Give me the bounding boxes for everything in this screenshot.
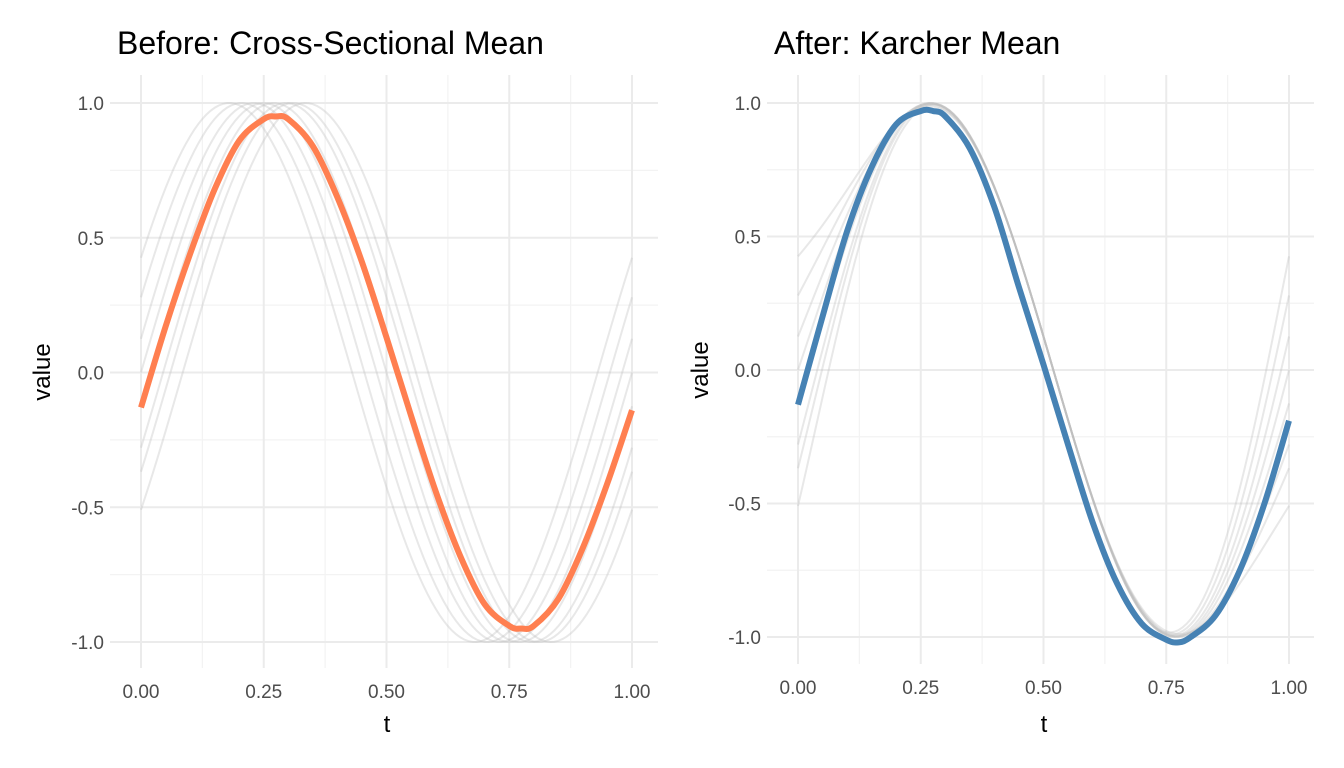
y-tick-label: 0.0	[78, 364, 104, 385]
x-tick-label: 0.00	[780, 678, 817, 699]
tick-labels-before: 0.00 0.25 0.50 0.75 1.00 1.0 0.5 0.0 -0.5 -1.0	[71, 94, 650, 703]
y-tick-label: 0.5	[735, 228, 761, 249]
y-tick-label: 0.0	[735, 361, 761, 382]
mean-curve-before	[138, 112, 635, 633]
panel-before: Before: Cross-Sectional Mean value t 0.0…	[29, 25, 658, 738]
x-tick-label: 0.25	[902, 678, 939, 699]
panel-after: After: Karcher Mean value t 0.00 0.25 0.50…	[687, 25, 1314, 738]
x-tick-label: 0.25	[245, 682, 282, 703]
x-tick-label: 0.00	[123, 682, 160, 703]
y-tick-label: 0.5	[78, 229, 104, 250]
x-axis-title-after: t	[1041, 711, 1048, 738]
background-curve	[797, 102, 1290, 638]
background-curve	[140, 102, 633, 643]
background-curve	[140, 102, 633, 643]
x-tick-label: 0.50	[1025, 678, 1062, 699]
mean-curve-after	[795, 106, 1292, 646]
x-tick-label: 1.00	[1271, 678, 1308, 699]
panel-title-before: Before: Cross-Sectional Mean	[117, 25, 544, 61]
x-tick-label: 0.50	[368, 682, 405, 703]
background-curve	[140, 102, 633, 643]
y-tick-label: -1.0	[728, 628, 761, 649]
x-tick-label: 0.75	[1148, 678, 1185, 699]
y-tick-label: 1.0	[78, 94, 104, 115]
x-tick-label: 0.75	[491, 682, 528, 703]
background-curve	[797, 102, 1290, 638]
background-curve	[140, 102, 633, 643]
y-axis-title-before: value	[29, 343, 56, 400]
x-tick-label: 1.00	[614, 682, 651, 703]
y-axis-title-after: value	[687, 341, 714, 398]
grid-before	[110, 75, 658, 668]
y-tick-label: -0.5	[728, 495, 761, 516]
background-curve	[140, 102, 633, 643]
background-curve	[140, 102, 633, 643]
panel-title-after: After: Karcher Mean	[774, 25, 1060, 61]
y-tick-label: -0.5	[71, 498, 104, 519]
x-axis-title-before: t	[384, 711, 391, 738]
y-tick-label: 1.0	[735, 94, 761, 115]
y-tick-label: -1.0	[71, 633, 104, 654]
background-curve	[797, 105, 1290, 634]
tick-labels-after: 0.00 0.25 0.50 0.75 1.00 1.0 0.5 0.0 -0.5 -1.0	[728, 94, 1307, 699]
